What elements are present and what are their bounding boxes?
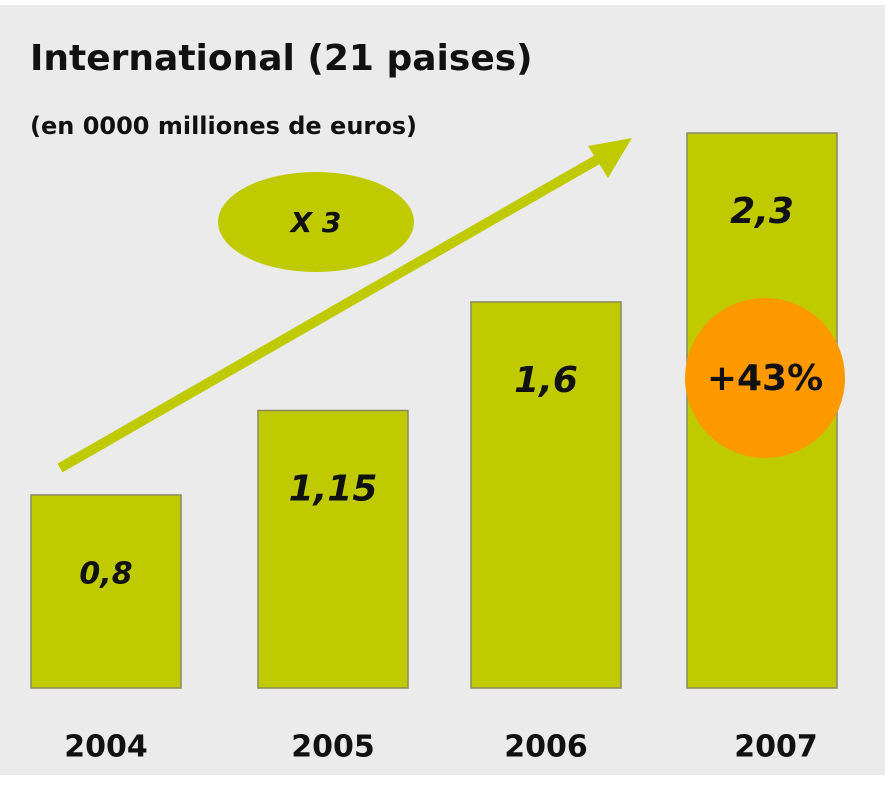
bar xyxy=(470,301,622,689)
value-label: 2,3 xyxy=(730,191,794,232)
bar xyxy=(257,409,409,689)
chart-title: International (21 paises) xyxy=(30,38,533,79)
value-label: 1,15 xyxy=(289,469,378,510)
growth-badge xyxy=(685,298,845,458)
x-tick-label: 2007 xyxy=(734,730,818,765)
value-label: 1,6 xyxy=(514,360,578,401)
growth-label: +43% xyxy=(707,358,823,399)
value-label: 0,8 xyxy=(79,556,132,591)
chart-subtitle: (en 0000 milliones de euros) xyxy=(30,112,417,140)
x-tick-label: 2005 xyxy=(291,730,375,765)
multiplier-bubble xyxy=(218,172,414,272)
multiplier-label: X 3 xyxy=(289,206,342,239)
arrow-head xyxy=(588,138,632,178)
x-tick-label: 2004 xyxy=(64,730,148,765)
bar xyxy=(30,494,182,689)
x-tick-label: 2006 xyxy=(504,730,588,765)
growth-arrow xyxy=(57,153,603,473)
